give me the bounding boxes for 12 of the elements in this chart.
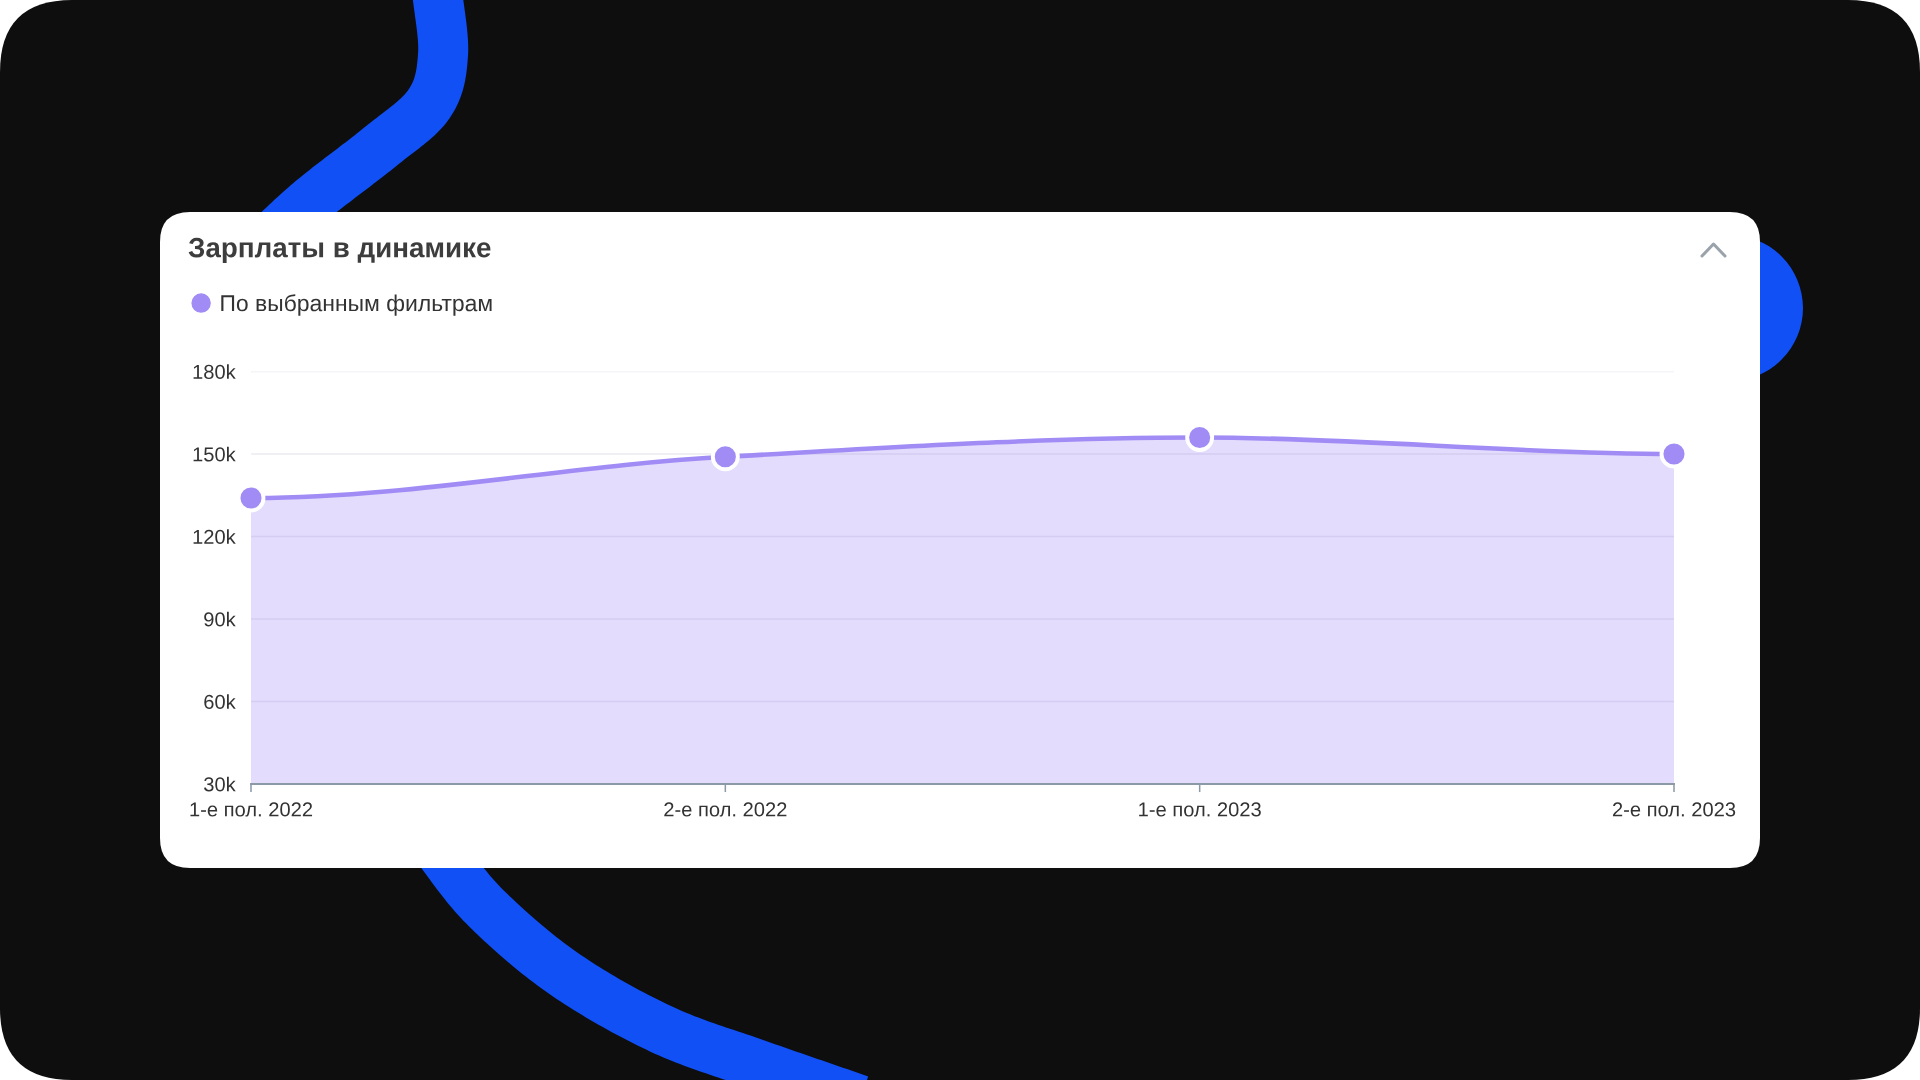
legend-label: По выбранным фильтрам [221, 294, 492, 316]
y-tick-label: 180k [193, 364, 236, 379]
y-tick-label: 60k [204, 694, 236, 709]
x-tick-label: 1-е пол. 2022 [190, 802, 313, 817]
y-tick-label: 30k [204, 776, 236, 792]
y-tick-label: 150k [193, 446, 236, 462]
x-tick-label: 2-е пол. 2022 [664, 802, 787, 817]
x-tick-label: 1-е пол. 2023 [1139, 802, 1261, 817]
y-tick-label: 120k [193, 529, 236, 544]
chart-title: Зарплаты в динамике [188, 237, 491, 263]
y-tick-label: 90k [204, 611, 236, 627]
x-tick-label: 2-е пол. 2023 [1612, 802, 1736, 817]
